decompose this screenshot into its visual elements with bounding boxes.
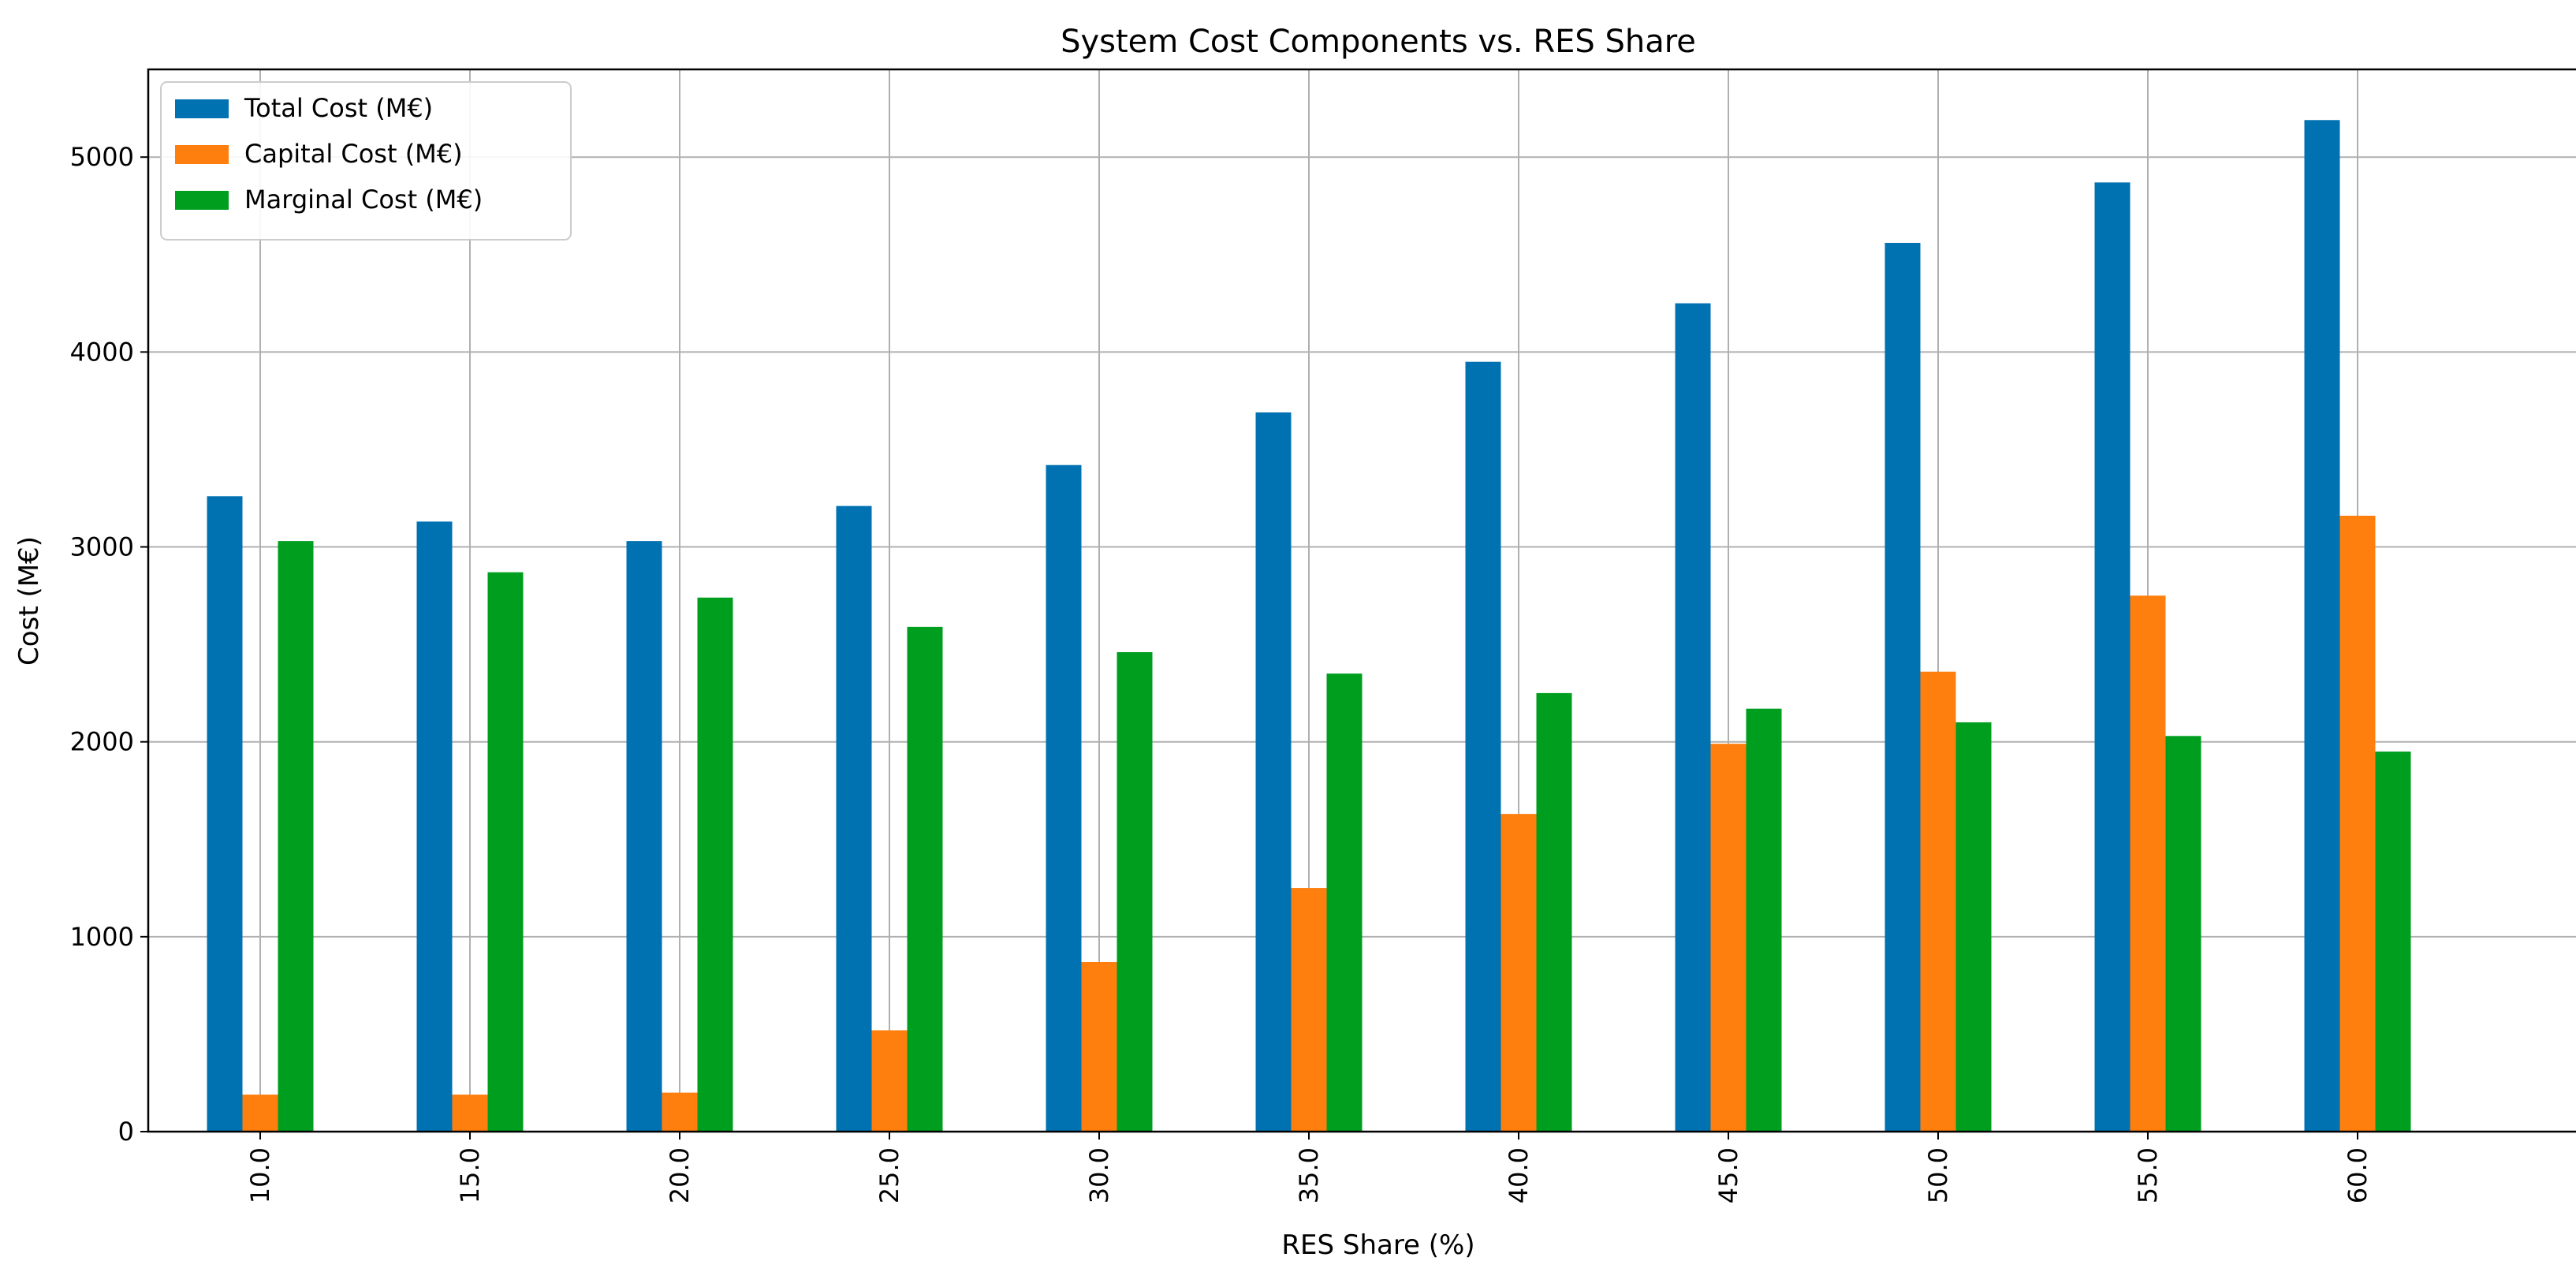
bar xyxy=(1884,242,1921,1132)
bar xyxy=(1955,722,1992,1132)
bar xyxy=(2375,752,2411,1132)
bar xyxy=(416,521,453,1132)
x-axis-ticks: 10.0 15.0 20.0 25.0 30.0 35.0 40.0 45.0 50.0 55.0… xyxy=(245,1132,2373,1203)
x-tick-label: 60.0 xyxy=(2343,1147,2373,1203)
legend-label: Marginal Cost (M€) xyxy=(244,185,483,214)
bar xyxy=(1291,888,1327,1132)
bar xyxy=(1326,673,1363,1132)
bar xyxy=(662,1092,698,1132)
x-tick-label: 25.0 xyxy=(874,1147,904,1203)
bar xyxy=(278,541,314,1132)
bar xyxy=(907,626,943,1132)
x-tick-label: 10.0 xyxy=(245,1147,275,1203)
legend-label: Total Cost (M€) xyxy=(244,93,433,123)
x-tick-label: 40.0 xyxy=(1504,1147,1534,1203)
bar xyxy=(1500,814,1537,1132)
bar xyxy=(2130,595,2166,1132)
bar xyxy=(2339,515,2376,1132)
bar xyxy=(2165,736,2201,1132)
legend: Total Cost (M€) Capital Cost (M€) Marginal… xyxy=(160,81,572,241)
bar xyxy=(487,572,524,1132)
bar xyxy=(2094,182,2131,1132)
bar xyxy=(1117,651,1153,1132)
legend-swatch xyxy=(175,145,229,164)
y-tick-label: 3000 xyxy=(70,532,134,562)
bar xyxy=(1081,961,1117,1132)
legend-swatch xyxy=(175,99,229,118)
x-tick-label: 35.0 xyxy=(1294,1147,1324,1203)
plot-frame xyxy=(147,68,2576,1133)
bar xyxy=(1465,361,1501,1132)
x-tick-label: 50.0 xyxy=(1923,1147,1953,1203)
bar xyxy=(1675,303,1711,1132)
bar xyxy=(452,1095,488,1132)
bar xyxy=(1046,464,1082,1132)
bar xyxy=(697,597,733,1132)
chart-title: System Cost Components vs. RES Share xyxy=(1061,24,1696,60)
legend-label: Capital Cost (M€) xyxy=(244,139,463,169)
y-axis-label: Cost (M€) xyxy=(13,536,45,666)
y-tick-label: 4000 xyxy=(70,337,134,367)
bar xyxy=(242,1095,278,1132)
bar xyxy=(207,496,243,1132)
bar xyxy=(1536,692,1572,1132)
bar xyxy=(1746,708,1782,1132)
y-tick-label: 1000 xyxy=(70,922,134,952)
y-axis-ticks: 0 1000 2000 3000 4000 5000 xyxy=(70,142,148,1147)
bar xyxy=(1920,671,1956,1132)
bar xyxy=(2304,120,2340,1132)
bar-groups xyxy=(207,120,2411,1132)
x-tick-label: 15.0 xyxy=(455,1147,485,1203)
x-tick-label: 30.0 xyxy=(1084,1147,1114,1203)
bar xyxy=(626,541,662,1132)
legend-swatch xyxy=(175,191,229,210)
x-tick-label: 45.0 xyxy=(1713,1147,1743,1203)
bar xyxy=(871,1030,908,1132)
x-tick-label: 20.0 xyxy=(665,1147,695,1203)
bar xyxy=(836,505,872,1132)
y-tick-label: 5000 xyxy=(70,142,134,172)
y-tick-label: 0 xyxy=(118,1117,134,1147)
y-tick-label: 2000 xyxy=(70,727,134,757)
legend-box xyxy=(160,81,572,241)
bar xyxy=(1710,744,1747,1132)
x-axis-label: RES Share (%) xyxy=(1281,1229,1474,1261)
bar xyxy=(1255,412,1292,1132)
x-tick-label: 55.0 xyxy=(2133,1147,2163,1203)
